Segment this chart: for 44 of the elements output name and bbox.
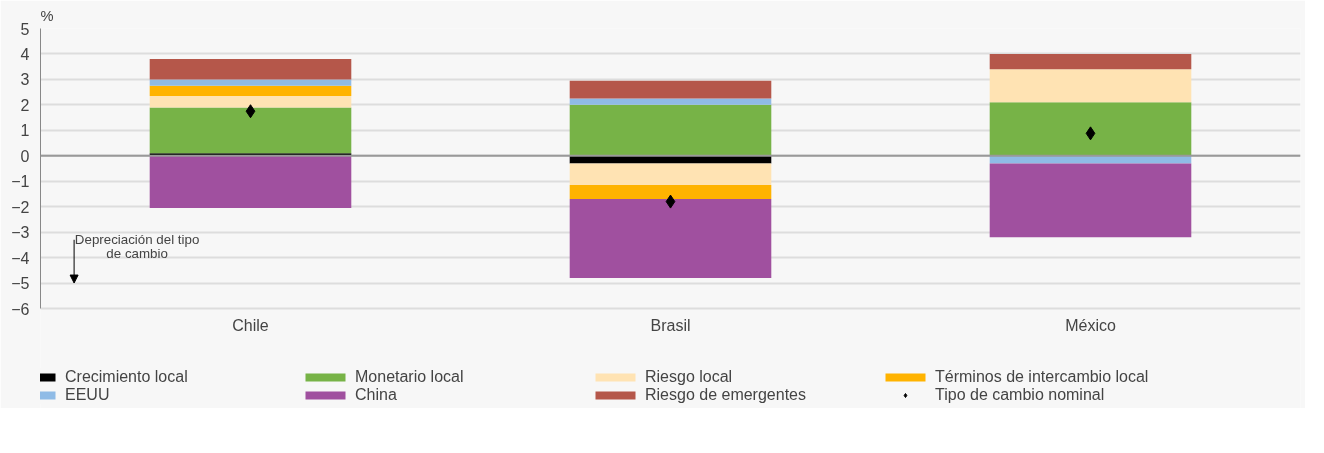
legend-label: Crecimiento local <box>65 368 189 386</box>
bar <box>149 107 352 154</box>
point <box>665 194 676 209</box>
legend-label: China <box>355 386 398 404</box>
legend-label: Riesgo local <box>645 368 734 386</box>
bar <box>989 53 1192 70</box>
y-tick-label: 4 <box>20 45 30 63</box>
y-tick-label: −3 <box>11 224 30 242</box>
legend-label: EEUU <box>65 386 111 404</box>
x-tick-label: México <box>1065 316 1116 334</box>
x-tick-label: Brasil <box>650 316 691 334</box>
y-tick-label: −1 <box>11 173 30 191</box>
bar <box>149 59 352 80</box>
bar <box>149 79 352 86</box>
bar <box>149 155 352 208</box>
point <box>1085 126 1096 141</box>
bar <box>569 98 772 105</box>
bar <box>989 102 1192 156</box>
legend-label: Riesgo de emergentes <box>645 386 807 404</box>
legend-label: Tipo de cambio nominal <box>935 386 1106 404</box>
point <box>245 104 256 119</box>
legend-label: Términos de intercambio local <box>935 368 1150 386</box>
y-tick-label: −4 <box>11 249 30 267</box>
y-tick-label: −6 <box>11 300 30 318</box>
y-tick-label: 2 <box>20 96 30 114</box>
y-tick-label: 0 <box>20 147 30 165</box>
y-axis-title: % <box>40 7 54 24</box>
x-tick-label: Chile <box>232 316 269 334</box>
bar <box>569 185 772 200</box>
bar <box>569 104 772 156</box>
y-tick-label: −2 <box>11 198 30 216</box>
bar <box>989 69 1192 103</box>
y-tick-label: 3 <box>20 71 30 89</box>
y-tick-label: 1 <box>20 122 30 140</box>
legend-label: Monetario local <box>355 368 465 386</box>
bar <box>569 163 772 186</box>
bar <box>149 95 352 108</box>
bar <box>569 80 772 99</box>
bar <box>569 199 772 278</box>
annotation: Depreciación del tipo de cambio <box>74 232 200 262</box>
y-tick-label: −5 <box>11 275 30 293</box>
bar <box>989 163 1192 238</box>
y-tick-label: 5 <box>20 20 30 38</box>
bar <box>149 85 352 96</box>
